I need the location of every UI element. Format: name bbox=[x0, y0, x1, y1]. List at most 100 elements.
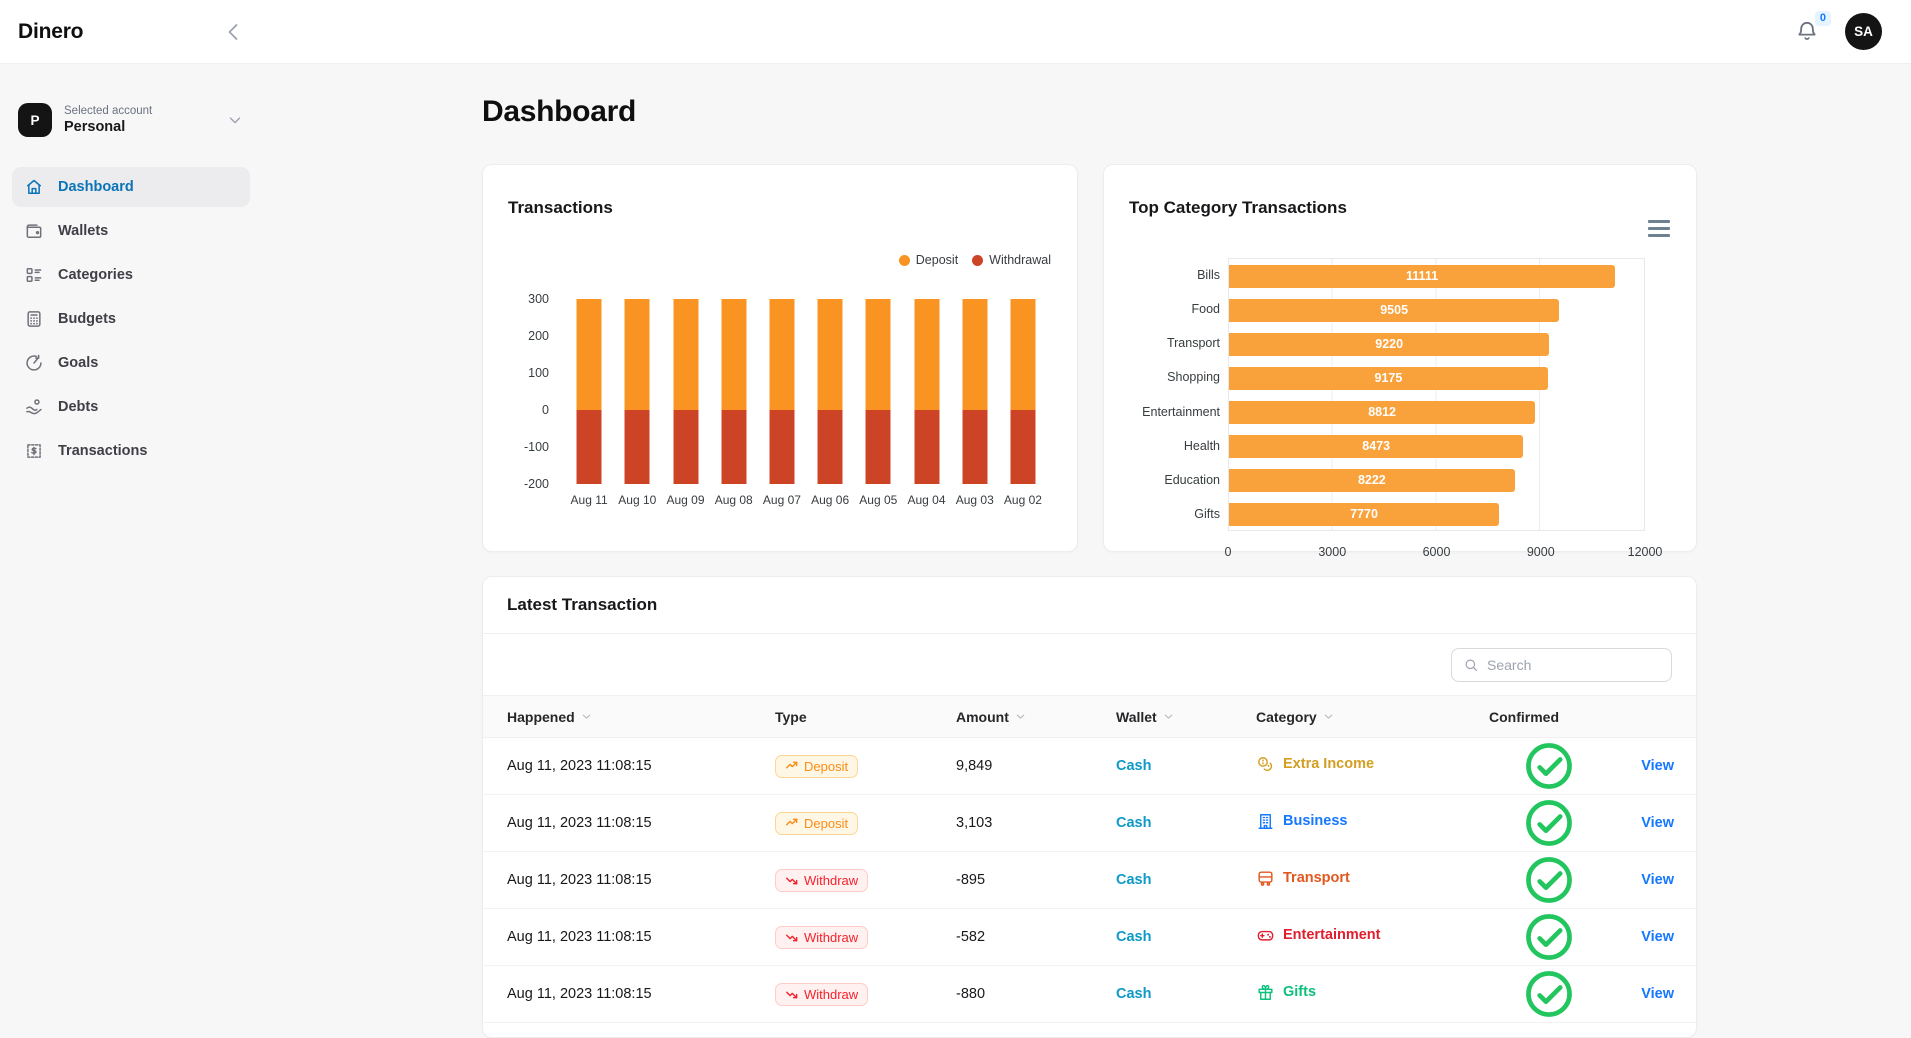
withdrawal-bar[interactable] bbox=[769, 410, 795, 484]
type-badge-withdraw: Withdraw bbox=[775, 982, 869, 1006]
table-row: Aug 11, 2023 11:08:15 Deposit 9,849 Cash Ext… bbox=[483, 737, 1696, 795]
deposit-bar[interactable] bbox=[962, 299, 988, 410]
notifications-button[interactable]: 0 bbox=[1795, 10, 1831, 44]
sidebar-item-categories[interactable]: Categories bbox=[12, 255, 250, 295]
withdrawal-bar[interactable] bbox=[624, 410, 650, 484]
sidebar-item-budgets[interactable]: Budgets bbox=[12, 299, 250, 339]
category-link-gifts[interactable]: Gifts bbox=[1256, 983, 1316, 1002]
withdrawal-bar[interactable] bbox=[721, 410, 747, 484]
transactions-bar-chart: 300 200 100 0 -100 -200 Aug 11 Aug 10 Aug 09 Aug… bbox=[507, 292, 1055, 529]
sidebar-item-transactions[interactable]: Transactions bbox=[12, 431, 250, 471]
category-bar-gifts[interactable]: 7770 bbox=[1229, 503, 1499, 527]
search-box[interactable] bbox=[1451, 647, 1672, 682]
deposit-bar[interactable] bbox=[914, 299, 940, 410]
account-selector[interactable]: P Selected account Personal bbox=[18, 103, 244, 137]
column-header-label[interactable]: Amount bbox=[956, 709, 1027, 725]
sidebar-item-dashboard[interactable]: Dashboard bbox=[12, 167, 250, 207]
view-link[interactable]: View bbox=[1641, 815, 1674, 831]
column-header-wallet: Wallet bbox=[1116, 695, 1256, 738]
withdrawal-bar[interactable] bbox=[962, 410, 988, 484]
category-link-business[interactable]: Business bbox=[1256, 812, 1347, 831]
category-bar-food[interactable]: 9505 bbox=[1229, 298, 1560, 322]
column-header-actions bbox=[1609, 695, 1696, 738]
bar-value-label: 8812 bbox=[1368, 405, 1396, 420]
x-tick-label: 12000 bbox=[1627, 545, 1663, 559]
deposit-bar[interactable] bbox=[865, 299, 891, 410]
sidebar-item-goals[interactable]: Goals bbox=[12, 343, 250, 383]
view-link[interactable]: View bbox=[1641, 872, 1674, 888]
column-header-confirmed: Confirmed bbox=[1489, 695, 1609, 738]
withdrawal-bar[interactable] bbox=[1010, 410, 1036, 484]
deposit-bar[interactable] bbox=[721, 299, 747, 410]
deposit-bar[interactable] bbox=[817, 299, 843, 410]
amount-cell: -895 bbox=[956, 851, 1116, 909]
sidebar-item-wallets[interactable]: Wallets bbox=[12, 211, 250, 251]
deposit-bar[interactable] bbox=[769, 299, 795, 410]
view-link[interactable]: View bbox=[1641, 929, 1674, 945]
category-bar-entertainment[interactable]: 8812 bbox=[1229, 401, 1536, 425]
back-button[interactable] bbox=[222, 20, 246, 44]
category-tick-label: Health bbox=[1183, 438, 1220, 453]
table-row: Aug 11, 2023 11:08:15 Deposit 3,103 Cash Bus… bbox=[483, 794, 1696, 852]
type-cell: Withdraw bbox=[775, 965, 956, 1023]
x-tick-label: Aug 09 bbox=[666, 493, 705, 507]
category-bar-transport[interactable]: 9220 bbox=[1229, 332, 1550, 356]
sidebar-item-debts[interactable]: Debts bbox=[12, 387, 250, 427]
wallet-link[interactable]: Cash bbox=[1116, 758, 1152, 774]
amount-cell: -582 bbox=[956, 908, 1116, 966]
selected-account-label: Selected account bbox=[64, 105, 153, 117]
bar-group-aug-07: Aug 07 bbox=[758, 299, 806, 507]
sidebar-item-label: Categories bbox=[58, 267, 133, 283]
category-link-transport[interactable]: Transport bbox=[1256, 869, 1350, 888]
wallet-link[interactable]: Cash bbox=[1116, 929, 1152, 945]
legend-item-withdrawal[interactable]: Withdrawal bbox=[972, 253, 1051, 267]
app-logo[interactable]: Dinero bbox=[18, 19, 84, 43]
withdrawal-bar[interactable] bbox=[914, 410, 940, 484]
column-header-type: Type bbox=[775, 695, 956, 738]
withdrawal-bar[interactable] bbox=[576, 410, 602, 484]
legend-item-deposit[interactable]: Deposit bbox=[898, 253, 958, 267]
trend-down-icon bbox=[785, 873, 799, 887]
x-tick-label: Aug 06 bbox=[811, 493, 850, 507]
type-badge-withdraw: Withdraw bbox=[775, 925, 869, 949]
category-bar-education[interactable]: 8222 bbox=[1229, 469, 1515, 493]
check-circle-icon bbox=[1489, 795, 1609, 851]
view-link[interactable]: View bbox=[1641, 986, 1674, 1002]
deposit-bar[interactable] bbox=[576, 299, 602, 410]
withdrawal-bar[interactable] bbox=[673, 410, 698, 484]
category-bar-bills[interactable]: 11111 bbox=[1229, 264, 1616, 288]
transactions-chart-title: Transactions bbox=[508, 198, 613, 217]
column-header-label[interactable]: Happened bbox=[507, 709, 593, 725]
chart-menu-button[interactable] bbox=[1648, 220, 1670, 237]
bar-group-aug-09: Aug 09 bbox=[661, 299, 709, 507]
sidebar-item-label: Goals bbox=[58, 355, 99, 371]
category-tick-label: Bills bbox=[1197, 268, 1220, 283]
wallet-link[interactable]: Cash bbox=[1116, 872, 1152, 888]
column-header-label[interactable]: Wallet bbox=[1116, 709, 1175, 725]
category-bar-shopping[interactable]: 9175 bbox=[1229, 366, 1548, 390]
column-header-label[interactable]: Category bbox=[1256, 709, 1335, 725]
wallet-cell: Cash bbox=[1116, 737, 1256, 795]
category-tick-label: Shopping bbox=[1167, 370, 1220, 385]
deposit-bar[interactable] bbox=[673, 299, 698, 410]
y-axis-labels: 300 200 100 0 -100 -200 bbox=[507, 292, 549, 491]
deposit-bar[interactable] bbox=[1010, 299, 1036, 410]
withdrawal-bar[interactable] bbox=[865, 410, 891, 484]
search-input[interactable] bbox=[1487, 656, 1660, 673]
actions-cell: View bbox=[1609, 965, 1696, 1023]
wallet-link[interactable]: Cash bbox=[1116, 815, 1152, 831]
deposit-bar[interactable] bbox=[624, 299, 650, 410]
view-link[interactable]: View bbox=[1641, 758, 1674, 774]
category-link-entertainment[interactable]: Entertainment bbox=[1256, 926, 1381, 945]
category-bar-health[interactable]: 8473 bbox=[1229, 435, 1524, 459]
sidebar: P Selected account Personal Dashboard Wal… bbox=[0, 64, 300, 1026]
type-badge-label: Withdraw bbox=[804, 872, 859, 888]
withdrawal-bar[interactable] bbox=[817, 410, 843, 484]
user-avatar[interactable]: SA bbox=[1845, 13, 1882, 50]
y-tick-label: 200 bbox=[528, 329, 549, 343]
wallet-link[interactable]: Cash bbox=[1116, 986, 1152, 1002]
wallet-cell: Cash bbox=[1116, 908, 1256, 966]
happened-cell: Aug 11, 2023 11:08:15 bbox=[483, 794, 775, 852]
category-link-extra-income[interactable]: Extra Income bbox=[1256, 755, 1374, 774]
latest-transaction-card: Latest Transaction Happened Type Amount Wal… bbox=[482, 576, 1697, 1038]
